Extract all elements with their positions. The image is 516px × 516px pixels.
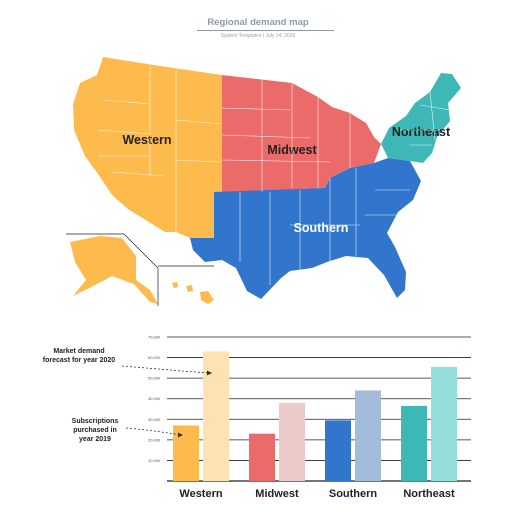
region-label-midwest: Midwest [267, 143, 317, 157]
y-tick-label: 30,000 [148, 417, 161, 422]
y-axis-ticks: 10,000 20,000 30,000 40,000 50,000 60,000 70,0… [148, 335, 161, 463]
chart-bars [173, 351, 457, 481]
bar-western-series0 [173, 425, 199, 481]
region-western[interactable]: Western [70, 57, 222, 304]
annotation-forecast-line1: Market demand [53, 348, 104, 355]
bar-midwest-series1 [279, 402, 305, 481]
x-tick-label: Western [179, 488, 222, 500]
region-label-western: Western [122, 133, 171, 147]
page-subtitle: System Templates | July 14, 2025 [220, 33, 296, 39]
region-label-northeast: Northeast [392, 125, 451, 139]
x-tick-label: Southern [329, 488, 378, 500]
x-tick-label: Northeast [403, 488, 455, 500]
annotation-forecast-arrowhead [207, 370, 212, 376]
region-southern-shape [190, 158, 421, 299]
bar-midwest-series0 [249, 433, 275, 481]
page-title: Regional demand map [207, 17, 309, 28]
y-tick-label: 50,000 [148, 376, 161, 381]
state-borders [97, 66, 451, 285]
x-axis-labels: Western Midwest Southern Northeast [179, 488, 455, 500]
us-region-map: Western Midwest Southern Northeast [66, 57, 461, 306]
region-northeast-shape [381, 73, 461, 163]
region-southern[interactable]: Southern [190, 158, 421, 299]
annotation-subscriptions-arrowhead [178, 432, 183, 438]
alaska-shape [70, 236, 158, 304]
annotation-forecast-arrow [121, 365, 213, 374]
region-northeast[interactable]: Northeast [381, 73, 461, 163]
annotation-subscriptions-line3: year 2019 [79, 436, 111, 443]
bar-southern-series0 [325, 420, 351, 481]
y-tick-label: 60,000 [148, 355, 161, 360]
annotation-forecast-line2: forecast for year 2020 [43, 357, 115, 364]
hawaii-shape [172, 282, 214, 304]
inset-frames [66, 233, 214, 306]
bar-southern-series1 [355, 390, 381, 481]
title-underline [197, 30, 334, 31]
bar-northeast-series0 [401, 405, 427, 481]
annotation-subscriptions-line1: Subscriptions [72, 418, 119, 425]
bar-western-series1 [203, 351, 229, 481]
chart-annotations: Market demand forecast for year 2020 Sub… [43, 348, 213, 443]
y-tick-label: 40,000 [148, 396, 161, 401]
y-tick-label: 20,000 [148, 437, 161, 442]
bar-northeast-series1 [431, 366, 457, 481]
region-western-shape [73, 57, 222, 238]
annotation-subscriptions-line2: purchased in [73, 427, 117, 434]
region-label-southern: Southern [294, 221, 349, 235]
y-tick-label: 10,000 [148, 458, 161, 463]
x-tick-label: Midwest [255, 488, 299, 500]
y-tick-label: 70,000 [148, 335, 161, 340]
